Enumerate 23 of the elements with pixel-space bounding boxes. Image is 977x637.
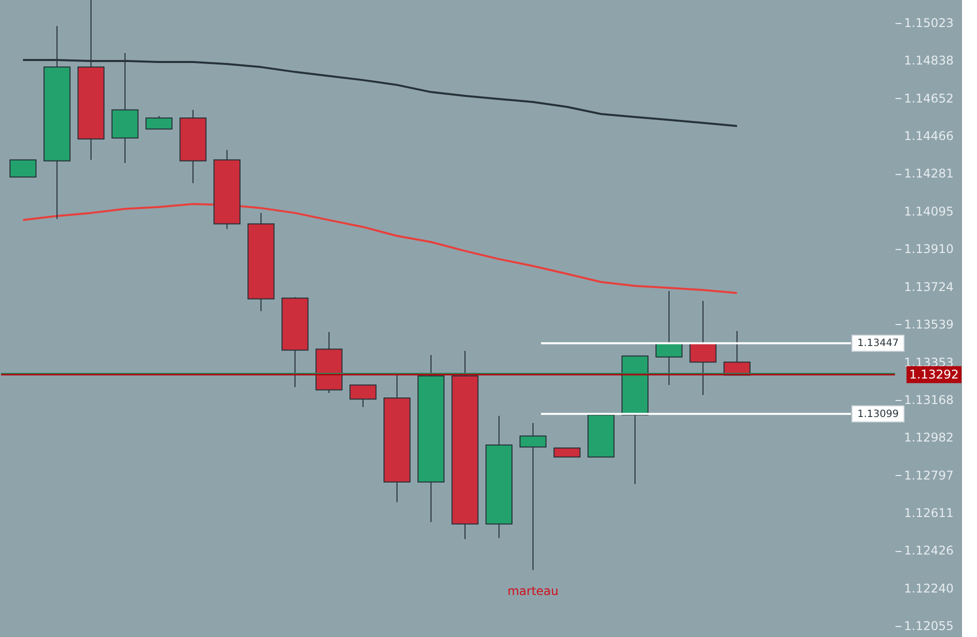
y-tick-label: 1.14652: [904, 91, 954, 106]
line-series: [22, 203, 738, 294]
y-tick-label: 1.13168: [904, 392, 954, 407]
y-tick-label: 1.13539: [904, 317, 954, 332]
ref-line-label: 1.13292: [909, 368, 959, 382]
y-tick-label: 1.14466: [904, 129, 954, 144]
y-tick-label: 1.12240: [904, 581, 954, 596]
y-tick-label: 1.13353: [904, 355, 954, 370]
y-tick-label: 1.13724: [904, 280, 954, 294]
y-tick-label: 1.12982: [904, 430, 954, 445]
candlestick: [520, 422, 546, 570]
ref-line-label: 1.13447: [857, 338, 899, 350]
y-tick-label: 1.12611: [904, 506, 954, 520]
y-tick-label: 1.12055: [904, 619, 954, 634]
ref-line-label: 1.13099: [857, 408, 899, 420]
y-tick-label: 1.12797: [904, 468, 954, 482]
y-tick-label: 1.14838: [904, 54, 954, 68]
y-tick-label: 1.15023: [904, 16, 954, 30]
y-tick-label: 1.13910: [904, 242, 954, 256]
y-tick-label: 1.12426: [904, 544, 954, 558]
annotation: marteau: [507, 584, 559, 598]
y-tick-label: 1.14095: [904, 204, 954, 219]
y-tick-label: 1.14281: [904, 166, 954, 181]
